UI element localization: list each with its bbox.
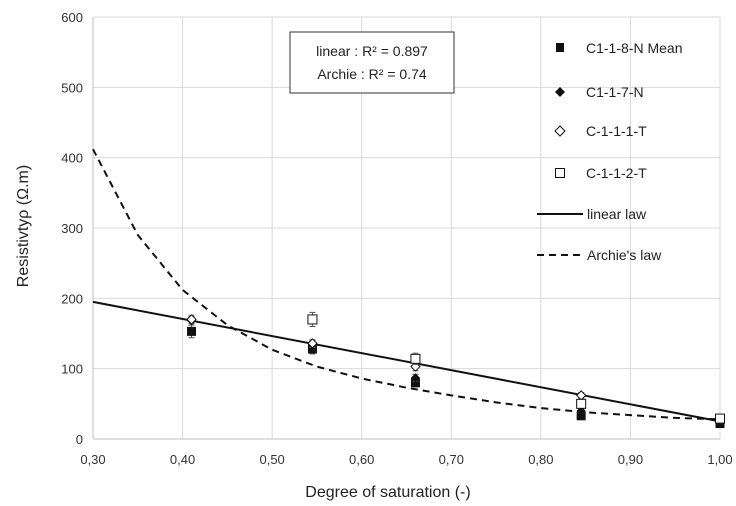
data-point-filled-diamond (410, 373, 420, 383)
y-tick-labels: 0 100 200 300 400 500 600 (61, 10, 83, 447)
data-point-open-diamond (307, 338, 318, 349)
marker (410, 373, 420, 383)
legend-item-c-1-1-1-t: C-1-1-1-T (554, 123, 647, 139)
marker (187, 326, 197, 336)
marker (576, 398, 587, 409)
axes (92, 17, 720, 440)
legend-label: C-1-1-2-T (586, 165, 647, 181)
y-tick-label: 100 (61, 362, 83, 377)
y-tick-label: 200 (61, 291, 83, 306)
legend-filled-square-marker (556, 43, 564, 52)
legend-label: C1-1-7-N (586, 84, 644, 100)
legend-item-c1-1-7-n: C1-1-7-N (555, 84, 644, 100)
data-point-open-diamond (575, 390, 587, 401)
x-tick-label: 0,90 (618, 452, 643, 467)
marker (575, 390, 587, 401)
data-point-filled-square (187, 324, 197, 339)
legend: C1-1-8-N Mean C1-1-7-N C-1-1-1-T C-1-1-2… (537, 40, 682, 263)
r2-annotation-box: linear : R² = 0.897 Archie : R² = 0.74 (289, 31, 455, 94)
marker (307, 344, 317, 354)
legend-item-c-1-1-2-t: C-1-1-2-T (555, 165, 647, 181)
marker (410, 353, 421, 364)
linear-law-line (92, 300, 721, 423)
x-tick-label: 1,00 (707, 452, 732, 467)
y-tick-label: 0 (76, 432, 83, 447)
x-tick-label: 0,40 (170, 452, 195, 467)
x-axis-title: Degree of saturation (-) (305, 484, 470, 501)
x-tick-label: 0,70 (439, 452, 464, 467)
y-tick-label: 400 (61, 151, 83, 166)
legend-open-diamond-marker (554, 125, 566, 137)
legend-label: Archie's law (587, 247, 662, 263)
data-point-open-square (410, 352, 421, 365)
archie-r2-label: Archie : R² = 0.74 (317, 66, 427, 82)
marker (715, 413, 725, 424)
x-tick-label: 0,80 (528, 452, 553, 467)
data-point-open-square (576, 398, 587, 409)
legend-item-linear-law: linear law (537, 206, 647, 222)
data-point-open-square (715, 413, 725, 424)
legend-item-archies-law: Archie's law (537, 247, 662, 263)
legend-label: C1-1-8-N Mean (586, 40, 682, 56)
legend-label: linear law (587, 206, 647, 222)
x-tick-label: 0,50 (259, 452, 284, 467)
legend-open-square-marker (555, 168, 565, 178)
x-tick-labels: 0,30 0,40 0,50 0,60 0,70 0,80 0,90 1,00 (80, 452, 732, 467)
legend-item-c1-1-8-n-mean: C1-1-8-N Mean (556, 40, 682, 56)
y-tick-label: 600 (61, 10, 83, 25)
x-tick-label: 0,30 (80, 452, 105, 467)
x-tick-label: 0,60 (349, 452, 374, 467)
data-points (186, 311, 726, 429)
marker (307, 314, 318, 325)
annotation-frame (289, 31, 455, 94)
linear-r2-label: linear : R² = 0.897 (316, 43, 428, 59)
data-point-open-square (307, 311, 318, 327)
y-tick-label: 500 (61, 80, 83, 95)
fit-lines (92, 148, 721, 423)
legend-filled-diamond-marker (555, 87, 565, 97)
marker (410, 378, 420, 388)
marker (186, 314, 197, 325)
y-axis-title: Resistivtyρ (Ω.m) (15, 165, 32, 287)
y-tick-label: 300 (61, 221, 83, 236)
marker (307, 338, 318, 349)
marker (576, 411, 586, 421)
legend-label: C-1-1-1-T (586, 123, 647, 139)
data-point-open-diamond (186, 314, 197, 325)
archies-law-curve (92, 148, 721, 421)
